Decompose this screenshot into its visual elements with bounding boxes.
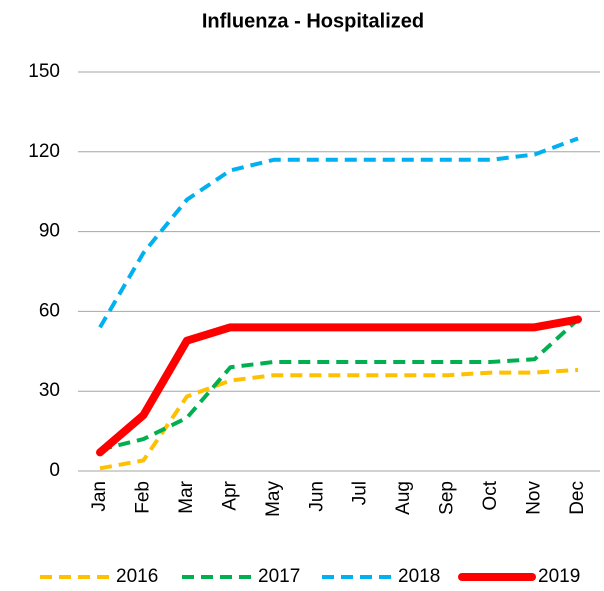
series-line <box>96 315 582 457</box>
y-tick-label: 120 <box>28 141 60 162</box>
x-tick-label: Aug <box>393 481 414 515</box>
series-line <box>98 136 579 329</box>
series-line <box>99 367 579 471</box>
x-tick-label: Nov <box>524 481 545 515</box>
y-tick-label: 60 <box>39 300 60 321</box>
x-tick-label: Mar <box>176 480 197 513</box>
x-tick-label: Jul <box>350 481 371 505</box>
x-tick-label: Sep <box>437 481 458 515</box>
legend-label: 2018 <box>398 566 440 587</box>
x-tick-label: Jun <box>306 481 327 512</box>
legend-label: 2017 <box>258 566 300 587</box>
x-tick-label: Apr <box>219 480 240 510</box>
y-tick-label: 150 <box>28 61 60 82</box>
x-tick-label: Feb <box>132 481 153 514</box>
series-line <box>99 317 580 452</box>
x-tick-label: May <box>263 481 284 517</box>
x-tick-label: Jan <box>89 481 110 512</box>
y-tick-label: 30 <box>39 380 60 401</box>
y-tick-label: 90 <box>39 221 60 242</box>
y-tick-label: 0 <box>49 460 60 481</box>
legend-label: 2016 <box>116 566 158 587</box>
legend-label: 2019 <box>538 566 580 587</box>
chart-title: Influenza - Hospitalized <box>202 10 424 32</box>
x-tick-label: Dec <box>567 481 588 515</box>
x-tick-label: Oct <box>480 480 501 510</box>
